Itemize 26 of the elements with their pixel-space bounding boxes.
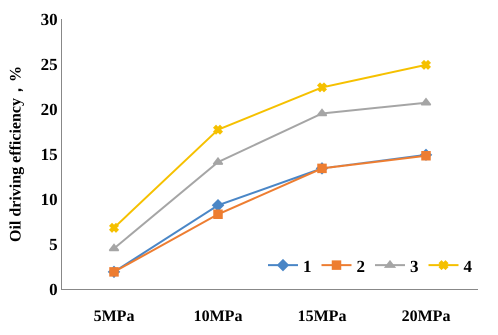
legend-label: 1 [303,256,312,276]
legend-label: 4 [464,256,472,276]
point [109,223,119,233]
y-tick-label: 25 [40,54,58,74]
point [421,151,431,161]
y-tick-label: 10 [40,190,58,209]
point [421,60,431,70]
y-tick-label: 20 [40,100,58,119]
y-tick-label: 30 [40,10,58,29]
y-tick-label: 5 [49,234,58,254]
x-tick-label: 5MPa [94,308,134,326]
x-tick-label: 15MPa [298,308,346,326]
point [213,210,223,220]
point [317,82,327,92]
y-tick-label: 0 [49,280,58,299]
legend-label: 2 [356,256,365,276]
x-tick-label: 10MPa [194,308,242,326]
point [420,98,432,106]
point [316,108,328,116]
point [212,157,224,165]
x-tick-label: 20MPa [402,308,450,326]
point [213,124,223,134]
y-tick-label: 15 [40,144,58,164]
point [108,244,120,252]
y-axis-title: Oil driving efficiency，% [8,66,24,242]
legend-label: 3 [410,256,418,276]
